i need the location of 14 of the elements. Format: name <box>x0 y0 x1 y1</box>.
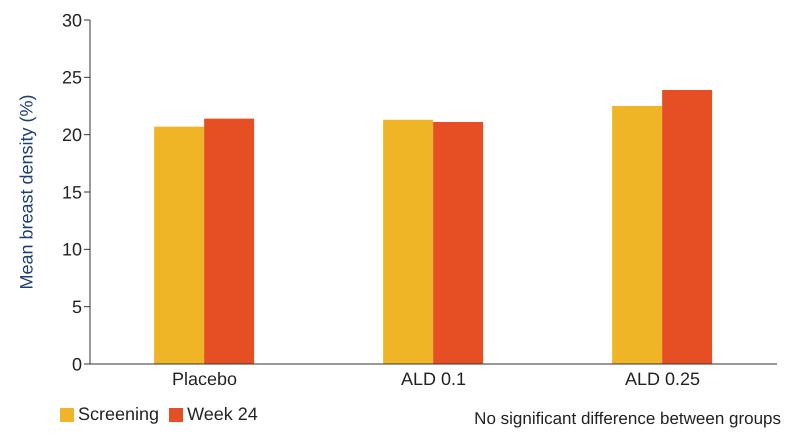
y-tick-label: 15 <box>62 182 82 202</box>
y-tick-label: 10 <box>62 240 82 260</box>
legend-label: Screening <box>78 404 160 424</box>
x-tick-label: Placebo <box>172 368 238 389</box>
x-tick-label: ALD 0.1 <box>400 368 466 389</box>
y-tick-label: 5 <box>72 297 82 318</box>
text: No significant difference between groups <box>474 409 781 429</box>
x-tick-label: ALD 0.25 <box>624 368 700 389</box>
y-tick-label: 30 <box>62 10 82 30</box>
y-tick-label: 0 <box>72 354 82 374</box>
y-tick-label: 20 <box>62 125 82 146</box>
legend-label: Week 24 <box>187 404 258 424</box>
y-tick-label: 25 <box>62 68 82 88</box>
y-axis-title: Mean breast density (%) <box>16 94 36 290</box>
